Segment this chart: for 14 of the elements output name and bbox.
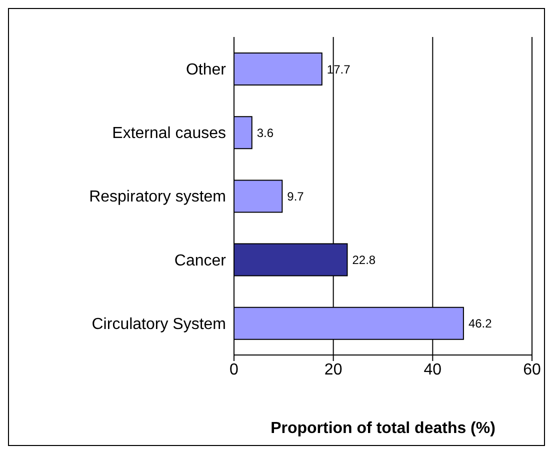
data-label: 9.7: [287, 189, 304, 204]
data-label: 46.2: [468, 316, 492, 331]
y-tick-label: Other: [186, 61, 227, 78]
x-tick-label: 20: [324, 361, 342, 378]
x-tick-label: 0: [230, 361, 239, 378]
data-label: 3.6: [256, 126, 274, 140]
y-tick-label: Cancer: [174, 252, 227, 270]
y-tick-label: External causes: [112, 125, 226, 142]
x-tick-label: 40: [424, 361, 442, 378]
data-label: 22.8: [352, 253, 376, 268]
y-tick-label: Circulatory System: [92, 316, 226, 333]
x-tick-label: 60: [523, 361, 541, 378]
x-axis-title: Proportion of total deaths (%): [270, 420, 496, 437]
y-tick-label: Respiratory system: [89, 188, 226, 206]
